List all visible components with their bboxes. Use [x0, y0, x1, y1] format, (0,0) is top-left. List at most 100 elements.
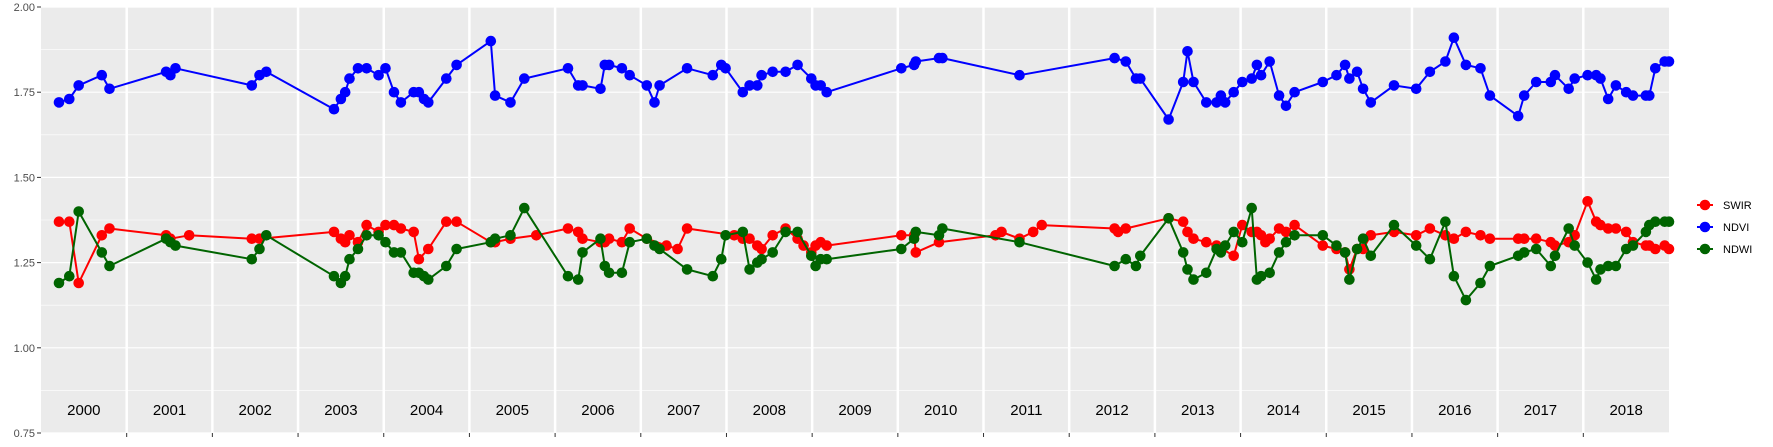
data-point-ndvi	[53, 97, 65, 108]
data-point-ndwi	[1109, 260, 1120, 272]
data-point-ndwi	[1182, 264, 1193, 275]
data-point-swir	[395, 223, 407, 234]
data-point-ndwi	[806, 250, 817, 262]
data-point-ndwi	[1563, 223, 1574, 234]
data-point-ndvi	[395, 97, 407, 108]
data-point-ndvi	[1549, 69, 1561, 81]
data-point-swir	[1663, 243, 1675, 255]
data-point-ndvi	[937, 52, 948, 64]
data-point-ndwi	[1663, 216, 1675, 227]
data-point-swir	[53, 216, 65, 227]
data-point-ndwi	[1351, 243, 1363, 255]
data-point-ndvi	[577, 80, 588, 91]
data-point-ndvi	[1014, 69, 1025, 81]
data-point-ndvi	[339, 86, 351, 98]
data-point-ndvi	[1530, 76, 1542, 88]
data-point-swir	[1650, 243, 1661, 255]
data-point-swir	[1602, 223, 1614, 234]
legend-item-swir: SWIR	[1697, 199, 1752, 212]
data-point-swir	[744, 233, 755, 244]
year-label: 2001	[153, 402, 186, 419]
data-point-ndvi	[423, 97, 434, 108]
data-point-ndvi	[64, 93, 75, 105]
data-point-ndvi	[489, 90, 501, 101]
data-point-ndvi	[380, 63, 391, 74]
data-point-ndvi	[1177, 76, 1189, 88]
data-point-ndvi	[1610, 80, 1622, 91]
data-point-swir	[104, 223, 115, 234]
data-point-ndvi	[1255, 69, 1267, 81]
data-point-ndwi	[339, 270, 351, 282]
data-point-ndvi	[1219, 97, 1231, 108]
legend-label: NDVI	[1723, 222, 1749, 234]
data-point-ndvi	[1135, 73, 1146, 84]
data-point-swir	[1264, 233, 1275, 244]
data-point-ndvi	[1237, 76, 1248, 88]
data-point-ndvi	[1475, 63, 1486, 74]
data-point-ndvi	[896, 63, 907, 74]
data-point-ndvi	[1602, 93, 1614, 105]
data-point-swir	[1201, 236, 1212, 248]
data-point-ndwi	[344, 253, 355, 265]
data-point-ndvi	[261, 66, 272, 78]
y-tick-label: 0.75	[14, 428, 35, 440]
data-point-ndwi	[261, 230, 272, 241]
data-point-ndwi	[254, 243, 265, 255]
data-point-ndvi	[505, 97, 516, 108]
data-point-ndwi	[441, 260, 452, 272]
data-point-ndvi	[1595, 73, 1606, 84]
data-point-ndvi	[1351, 66, 1363, 78]
data-point-swir	[441, 216, 452, 227]
data-point-swir	[767, 230, 778, 241]
data-point-ndwi	[716, 253, 727, 265]
data-point-swir	[1027, 226, 1039, 238]
data-point-ndwi	[1280, 236, 1292, 248]
data-point-swir	[910, 247, 922, 258]
data-point-ndvi	[1448, 32, 1460, 43]
data-point-ndwi	[96, 247, 108, 258]
data-point-ndwi	[744, 264, 755, 275]
data-point-ndwi	[1602, 260, 1614, 272]
data-point-ndvi	[170, 63, 181, 74]
data-point-ndwi	[246, 253, 258, 265]
data-point-ndwi	[1582, 257, 1593, 268]
data-point-ndwi	[1610, 260, 1622, 272]
data-point-ndwi	[681, 264, 693, 275]
data-point-ndvi	[1460, 59, 1472, 71]
data-point-ndvi	[649, 97, 660, 108]
data-point-ndwi	[603, 267, 615, 279]
data-point-swir	[451, 216, 462, 227]
data-point-ndwi	[1530, 243, 1542, 255]
legend-marker	[1699, 243, 1711, 255]
data-point-ndvi	[344, 73, 355, 84]
data-point-ndvi	[910, 56, 922, 67]
data-point-ndwi	[1545, 260, 1557, 272]
data-point-ndvi	[624, 69, 635, 81]
data-point-ndvi	[595, 83, 606, 95]
data-point-ndwi	[1590, 274, 1602, 285]
data-point-swir	[246, 233, 258, 244]
year-label: 2004	[410, 402, 443, 419]
data-point-swir	[624, 223, 635, 234]
data-point-ndwi	[1365, 250, 1377, 262]
data-point-ndvi	[373, 69, 384, 81]
data-point-ndwi	[1273, 247, 1285, 258]
data-point-ndvi	[1627, 90, 1639, 101]
data-point-ndwi	[1135, 250, 1146, 262]
year-label: 2009	[838, 402, 871, 419]
data-point-ndwi	[707, 270, 719, 282]
data-point-ndvi	[328, 103, 340, 115]
data-point-ndvi	[1163, 114, 1174, 125]
data-point-swir	[1448, 233, 1460, 244]
data-point-ndvi	[1582, 69, 1593, 81]
data-point-ndwi	[1357, 233, 1369, 244]
data-point-ndvi	[821, 86, 832, 98]
data-point-ndwi	[1650, 216, 1661, 227]
data-point-ndvi	[1563, 83, 1574, 95]
data-point-ndwi	[641, 233, 653, 244]
data-point-ndwi	[519, 202, 530, 214]
data-point-swir	[1484, 233, 1496, 244]
data-point-swir	[413, 253, 425, 265]
data-point-ndwi	[352, 243, 364, 255]
